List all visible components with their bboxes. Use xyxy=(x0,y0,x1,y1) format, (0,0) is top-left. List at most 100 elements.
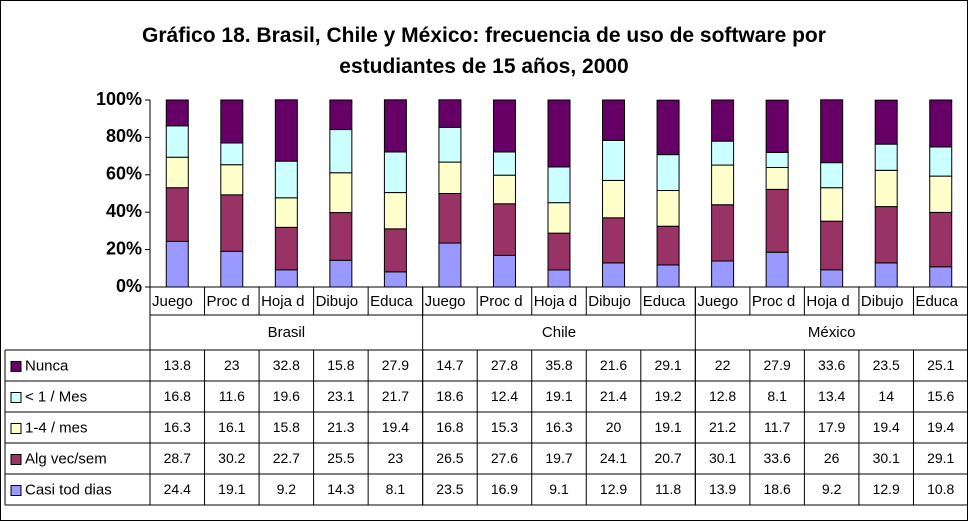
bar-segment xyxy=(820,99,844,164)
legend-label: Alg vec/sem xyxy=(25,450,107,467)
table-cell: 13.4 xyxy=(818,388,845,404)
table-cell: 14.3 xyxy=(327,481,354,497)
table-cell: 19.2 xyxy=(654,388,681,404)
bar-segment xyxy=(492,254,516,288)
table-cell: 12.8 xyxy=(709,388,736,404)
bar-segment xyxy=(711,260,735,288)
bar-segment xyxy=(492,151,516,176)
y-tick-label: 40% xyxy=(106,201,142,221)
table-cell: 29.1 xyxy=(927,450,954,466)
bar-segment xyxy=(492,203,516,256)
table-cell: 19.7 xyxy=(545,450,572,466)
bar-segment xyxy=(547,166,571,204)
table-cell: 23.5 xyxy=(873,357,900,373)
bar-segment xyxy=(547,202,571,234)
bar-segment xyxy=(220,142,244,166)
bar-segment xyxy=(820,162,844,189)
group-label: México xyxy=(808,324,856,341)
bar-segment xyxy=(656,154,680,192)
x-tick-label: Educa xyxy=(370,293,413,310)
table-cell: 15.6 xyxy=(927,388,954,404)
table-cell: 30.1 xyxy=(873,450,900,466)
bar-segment xyxy=(711,99,735,142)
bar-segment xyxy=(165,99,189,127)
bar-segment xyxy=(438,193,462,244)
table-cell: 12.9 xyxy=(600,481,627,497)
table-cell: 16.3 xyxy=(164,419,191,435)
table-cell: 27.9 xyxy=(764,357,791,373)
bar-segment xyxy=(547,99,571,168)
bar-segment xyxy=(165,240,189,288)
table-cell: 19.4 xyxy=(927,419,954,435)
bar-segment xyxy=(602,139,626,181)
table-cell: 20.7 xyxy=(654,450,681,466)
bar-segment xyxy=(820,187,844,222)
table-cell: 12.4 xyxy=(491,388,518,404)
bar-segment xyxy=(929,211,953,268)
table-cell: 23.5 xyxy=(436,481,463,497)
table-cell: 22 xyxy=(715,357,731,373)
bar-segment xyxy=(383,192,407,230)
bar-segment xyxy=(165,125,189,158)
bar-segment xyxy=(220,99,244,144)
table-cell: 19.4 xyxy=(873,419,900,435)
legend-label: 1-4 / mes xyxy=(25,419,88,436)
table-cell: 27.6 xyxy=(491,450,518,466)
table-cell: 11.8 xyxy=(655,481,681,497)
bar-segment xyxy=(656,225,680,266)
table-cell: 19.1 xyxy=(218,481,245,497)
bar-segment xyxy=(383,151,407,194)
x-tick-label: Educa xyxy=(915,293,958,310)
bar-segment xyxy=(438,242,462,288)
x-tick-label: Proc d xyxy=(207,293,250,310)
table-cell: 9.2 xyxy=(277,481,297,497)
table-cell: 24.1 xyxy=(600,450,627,466)
table-cell: 23 xyxy=(224,357,240,373)
group-label: Brasil xyxy=(268,324,306,341)
table-cell: 12.9 xyxy=(873,481,900,497)
table-cell: 16.8 xyxy=(436,419,463,435)
table-cell: 14 xyxy=(878,388,894,404)
table-cell: 19.1 xyxy=(545,388,572,404)
bar-segment xyxy=(765,167,789,190)
bar-segment xyxy=(547,269,571,288)
table-cell: 9.2 xyxy=(822,481,842,497)
table-cell: 22.7 xyxy=(273,450,300,466)
bar-segment xyxy=(820,269,844,288)
table-cell: 18.6 xyxy=(764,481,791,497)
group-label: Chile xyxy=(542,324,576,341)
x-tick-label: Proc d xyxy=(479,293,522,310)
bar-segment xyxy=(274,160,298,199)
table-cell: 15.8 xyxy=(273,419,300,435)
table-cell: 21.7 xyxy=(382,388,409,404)
table-cell: 26.5 xyxy=(436,450,463,466)
table-cell: 21.3 xyxy=(327,419,354,435)
y-tick-label: 20% xyxy=(106,238,142,258)
table-cell: 17.9 xyxy=(818,419,845,435)
x-tick-label: Juego xyxy=(697,293,738,310)
legend-swatch xyxy=(10,423,22,434)
table-cell: 21.6 xyxy=(600,357,627,373)
bar-segment xyxy=(602,179,626,219)
legend-swatch xyxy=(10,454,22,465)
legend-swatch xyxy=(10,485,22,496)
bar-segment xyxy=(874,143,898,171)
legend-swatch xyxy=(10,392,22,403)
y-tick-label: 60% xyxy=(106,164,142,184)
x-tick-label: Dibujo xyxy=(861,293,904,310)
bar-segment xyxy=(492,99,516,153)
table-cell: 16.8 xyxy=(164,388,191,404)
bar-segment xyxy=(329,212,353,261)
legend-swatch xyxy=(10,361,22,372)
bar-segment xyxy=(329,172,353,214)
table-cell: 32.8 xyxy=(273,357,300,373)
x-tick-label: Hoja d xyxy=(806,293,849,310)
table-cell: 21.4 xyxy=(600,388,627,404)
table-cell: 19.1 xyxy=(654,419,681,435)
legend-label: Casi tod dias xyxy=(25,481,112,498)
bar-segment xyxy=(765,99,789,153)
table-cell: 9.1 xyxy=(549,481,569,497)
table-cell: 30.1 xyxy=(709,450,736,466)
bar-segment xyxy=(438,99,462,128)
